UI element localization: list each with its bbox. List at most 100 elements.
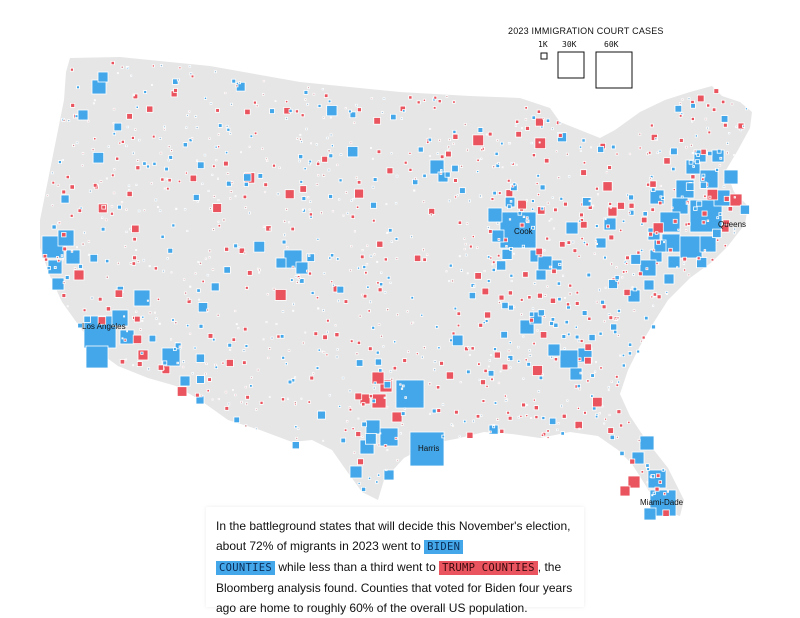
county-dot: [62, 118, 66, 122]
county-square: [427, 137, 433, 143]
county-dot: [646, 481, 649, 484]
county-dot: [90, 296, 94, 300]
county-square: [526, 361, 531, 367]
county-square: [156, 297, 161, 301]
county-dot: [230, 102, 233, 106]
county-square: [221, 361, 225, 365]
county-square: [700, 148, 707, 155]
county-square: [201, 279, 205, 284]
county-square: [696, 256, 701, 261]
county-square: [597, 145, 605, 153]
county-square: [334, 332, 340, 338]
county-dot: [291, 265, 295, 269]
county-dot: [399, 432, 402, 435]
county-square: [667, 255, 681, 269]
county-square: [315, 366, 320, 370]
county-square: [491, 260, 496, 264]
county-square: [534, 415, 539, 420]
county-dot: [382, 97, 386, 101]
county-dot: [322, 271, 326, 275]
county-square: [663, 273, 675, 285]
county-dot: [466, 272, 469, 275]
county-square: [307, 400, 311, 404]
county-dot: [671, 206, 674, 210]
county-dot: [614, 318, 618, 321]
county-square: [607, 165, 612, 170]
county-dot: [492, 165, 496, 169]
county-dot: [206, 308, 210, 312]
county-dot: [125, 230, 128, 233]
county-dot: [637, 438, 641, 442]
county-dot: [261, 147, 264, 150]
county-square: [376, 281, 380, 285]
county-square: [517, 199, 527, 210]
legend-label-1k: 1K: [538, 40, 548, 49]
county-dot: [619, 354, 622, 357]
county-dot: [420, 355, 424, 359]
county-dot: [353, 121, 356, 125]
county-dot: [123, 315, 126, 318]
county-square: [326, 318, 330, 323]
county-square: [269, 108, 275, 114]
county-square: [480, 379, 486, 386]
county-square: [476, 158, 480, 162]
county-dot: [335, 355, 339, 359]
county-square: [509, 246, 514, 251]
county-square: [715, 167, 719, 172]
county-dot: [400, 423, 404, 426]
county-dot: [706, 219, 710, 223]
county-dot: [105, 275, 109, 279]
county-square: [375, 350, 380, 355]
county-square: [621, 353, 626, 358]
county-square: [290, 226, 295, 232]
county-dot: [327, 149, 331, 153]
county-square: [367, 309, 371, 313]
county-dot: [163, 187, 166, 190]
county-dot: [143, 209, 146, 212]
county-dot: [480, 157, 483, 160]
county-dot: [513, 305, 516, 308]
county-dot: [386, 449, 389, 452]
county-dot: [248, 145, 251, 148]
county-square: [350, 214, 356, 219]
county-square: [651, 324, 656, 330]
county-square: [400, 411, 406, 416]
county-dot: [422, 248, 425, 252]
county-square: [636, 349, 641, 354]
county-dot: [445, 95, 449, 98]
county-square: [137, 349, 149, 361]
county-dot: [207, 189, 210, 193]
county-square: [670, 147, 678, 156]
county-dot: [513, 252, 515, 255]
county-dot: [104, 218, 108, 222]
county-dot: [199, 394, 203, 398]
county-square: [685, 182, 695, 191]
county-dot: [87, 119, 90, 123]
county-square: [701, 210, 708, 217]
county-square: [496, 260, 507, 271]
county-square: [452, 100, 456, 104]
county-square: [531, 115, 536, 120]
county-square: [348, 109, 352, 114]
county-square: [701, 177, 705, 181]
county-dot: [147, 367, 151, 371]
county-square: [508, 341, 512, 345]
county-dot: [722, 185, 726, 189]
county-dot: [410, 235, 414, 239]
county-square: [300, 113, 305, 118]
county-dot: [235, 84, 239, 88]
county-square: [177, 179, 182, 184]
county-dot: [315, 182, 319, 186]
county-square: [550, 317, 556, 322]
county-square: [679, 138, 684, 143]
county-dot: [148, 265, 151, 268]
county-square: [501, 301, 509, 310]
county-dot: [225, 124, 229, 128]
caption-text-2: while less than a third went to: [274, 560, 440, 574]
county-square: [577, 406, 580, 410]
us-landmass: [40, 57, 752, 516]
county-square: [475, 414, 481, 419]
county-square: [317, 104, 322, 108]
county-square: [449, 338, 453, 343]
county-dot: [542, 117, 545, 120]
